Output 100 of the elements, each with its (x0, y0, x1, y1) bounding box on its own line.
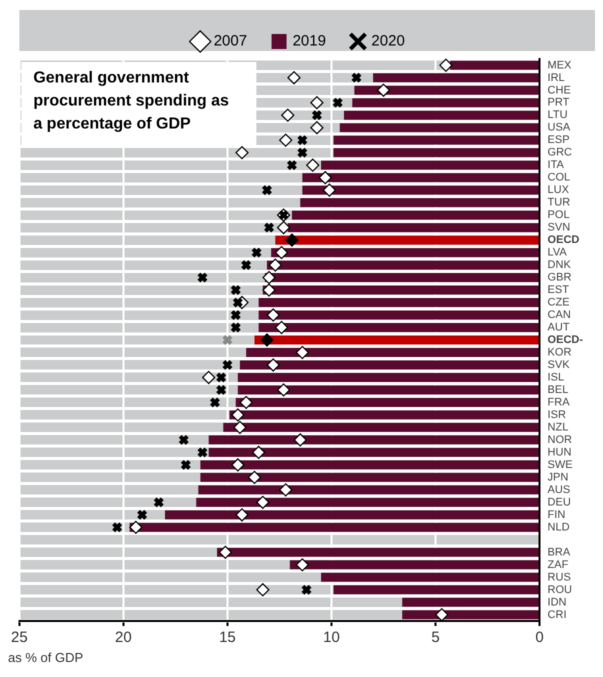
bar (254, 336, 539, 344)
y-tick-label: OECD- (548, 334, 584, 346)
point (268, 258, 282, 272)
bar (238, 372, 539, 382)
bar (450, 60, 539, 70)
bar (264, 273, 539, 282)
y-tick-label: ISL (548, 372, 564, 384)
y-tick-label: ZAF (548, 558, 569, 571)
x-axis-title: as % of GDP (8, 650, 84, 665)
bar (200, 472, 539, 482)
y-tick-label: CAN (548, 309, 571, 322)
y-tick-label: SWE (548, 458, 573, 471)
point (262, 270, 276, 284)
point (310, 96, 324, 110)
bar (334, 148, 539, 158)
point (256, 583, 270, 596)
bar (223, 422, 539, 432)
y-tick-label: MEX (548, 59, 572, 72)
point (287, 71, 301, 84)
point (218, 546, 232, 559)
point (240, 396, 253, 410)
point (235, 508, 249, 522)
bar (246, 348, 539, 357)
x-tick-label: 5 (431, 629, 440, 646)
y-tick-label: BRA (548, 546, 571, 558)
bar (402, 598, 539, 607)
y-tick-label: LVA (548, 246, 568, 259)
bar (236, 398, 539, 407)
y-tick-label: TUR (548, 196, 570, 209)
y-tick-label: USA (548, 122, 571, 134)
point (439, 58, 453, 72)
y-tick-label: JPN (548, 471, 568, 484)
point (310, 121, 324, 134)
point (279, 483, 292, 496)
point (178, 434, 190, 446)
y-tick-label: CRI (548, 608, 567, 621)
point (261, 184, 272, 196)
point (264, 222, 275, 234)
y-tick-label: ITA (548, 159, 565, 172)
bar (271, 248, 539, 258)
point (235, 146, 249, 160)
point (332, 97, 344, 108)
bar (340, 123, 539, 132)
y-tick-label: SVN (548, 222, 570, 234)
bar (238, 385, 539, 394)
bar (275, 236, 539, 245)
point (222, 334, 233, 346)
bar (217, 548, 539, 557)
y-tick-label: LTU (548, 109, 568, 122)
point (296, 558, 309, 572)
point (306, 158, 320, 172)
bar (302, 186, 539, 195)
bar (266, 260, 539, 270)
bar (352, 98, 539, 108)
bar (373, 73, 539, 82)
bar (165, 510, 539, 520)
y-tick-label: NLD (548, 521, 570, 534)
bar (344, 110, 539, 120)
y-tick-label: EST (548, 284, 570, 296)
bar (321, 160, 539, 170)
y-tick-label: GBR (548, 272, 572, 284)
y-tick-label: HUN (548, 446, 572, 458)
bar (402, 610, 539, 620)
point (196, 446, 208, 458)
point (266, 358, 280, 372)
text: General government procurement spending as a percentage of GDP (33, 69, 230, 132)
y-tick-label: IDN (548, 596, 567, 608)
point (266, 308, 280, 322)
bar (196, 498, 539, 507)
point (153, 496, 164, 508)
point (286, 160, 298, 171)
bar (208, 448, 539, 457)
point (240, 260, 252, 271)
point (279, 134, 292, 147)
point (231, 408, 244, 422)
bar (321, 572, 539, 582)
point (435, 608, 448, 622)
point (233, 420, 247, 434)
x-tick-label: 10 (323, 629, 340, 646)
point (376, 84, 390, 97)
bar (300, 198, 539, 208)
legend-label: 2007 (214, 32, 248, 50)
y-tick-label: GRC (548, 146, 572, 159)
point (251, 247, 262, 258)
point (209, 396, 220, 408)
y-tick-label: PRT (548, 96, 570, 109)
y-tick-label: LUX (548, 184, 570, 196)
point (277, 221, 290, 234)
y-tick-label: ISR (548, 408, 566, 421)
bar (258, 298, 539, 308)
y-tick-label: NZL (548, 421, 568, 434)
point (256, 496, 270, 509)
y-tick-label: COL (548, 172, 570, 184)
y-tick-label: SVK (548, 359, 570, 372)
bar (200, 460, 539, 470)
legend-label: 2019 (292, 32, 326, 50)
point (300, 584, 312, 596)
y-tick-label: CZE (548, 296, 570, 309)
y-tick-label: OECD (548, 234, 580, 246)
point (248, 470, 262, 484)
